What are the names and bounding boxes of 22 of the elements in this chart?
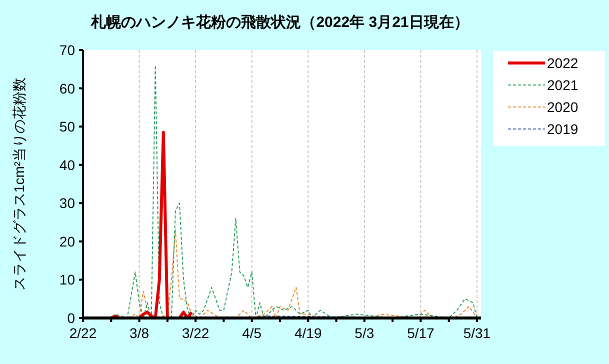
- legend-label: 2022: [547, 55, 578, 71]
- y-tick-label: 60: [59, 80, 76, 96]
- x-tick-label: 2/22: [69, 325, 97, 341]
- y-tick-label: 40: [59, 156, 76, 173]
- x-tick-label: 5/31: [463, 325, 491, 341]
- y-tick-label: 0: [67, 310, 76, 326]
- x-tick-label: 5/3: [354, 325, 374, 341]
- x-tick-label: 4/19: [294, 325, 322, 341]
- x-tick-label: 3/22: [182, 325, 210, 341]
- y-tick-label: 10: [59, 272, 76, 288]
- y-axis-title: スライドグラス1cm²当りの花粉数: [11, 77, 27, 291]
- x-tick-label: 5/17: [407, 325, 435, 341]
- legend-label: 2020: [547, 99, 578, 115]
- legend-label: 2021: [547, 77, 578, 93]
- y-tick-label: 20: [59, 233, 76, 250]
- y-tick-label: 70: [59, 42, 76, 58]
- x-tick-label: 3/8: [130, 325, 150, 341]
- legend-label: 2019: [547, 121, 578, 137]
- y-tick-label: 50: [59, 118, 76, 135]
- chart-title: 札幌のハンノキ花粉の飛散状況（2022年 3月21日現在）: [90, 14, 469, 31]
- y-tick-label: 30: [59, 195, 76, 212]
- x-tick-label: 4/5: [242, 325, 262, 341]
